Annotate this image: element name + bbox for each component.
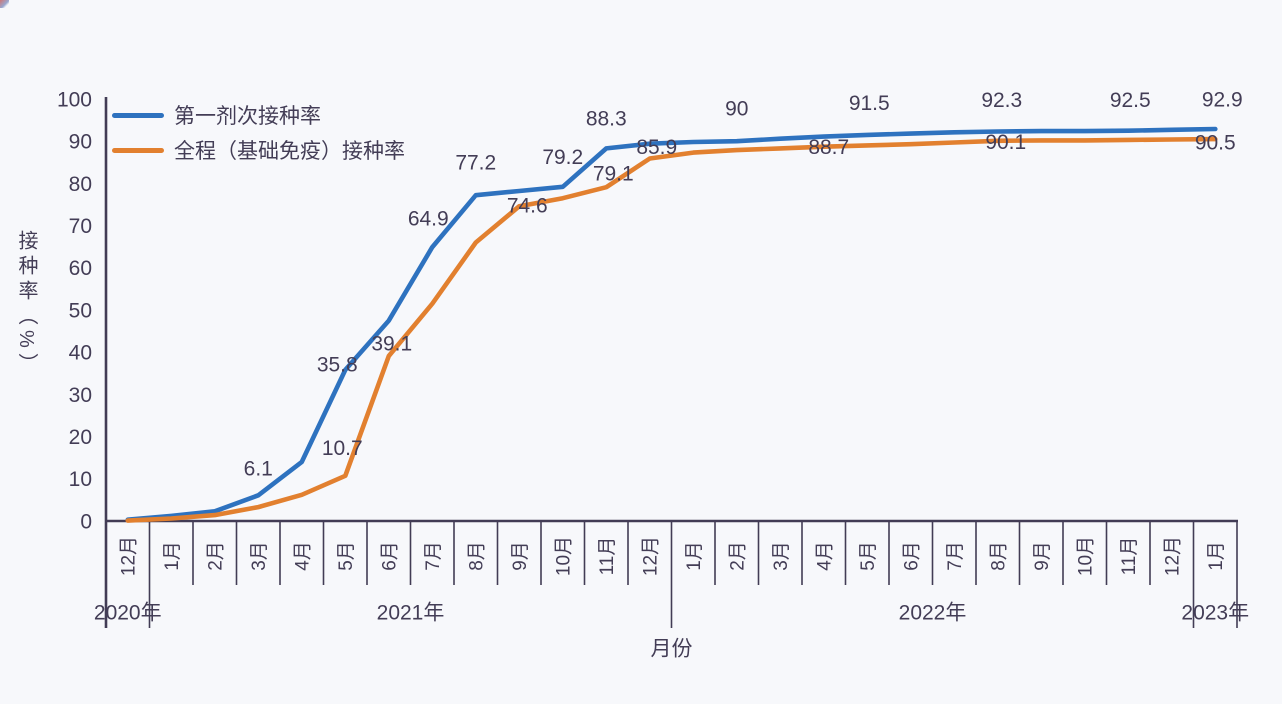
y-axis-title: 接种率（%）	[15, 230, 37, 378]
x-tick-month-label: 1月	[162, 541, 183, 571]
data-label: 90	[725, 98, 748, 121]
x-tick-month-label: 1月	[684, 541, 705, 571]
data-label: 79.2	[542, 146, 583, 169]
y-tick-label: 100	[57, 88, 92, 111]
data-label: 64.9	[408, 207, 449, 230]
x-tick-month-label: 10月	[1075, 536, 1096, 576]
x-tick-month-label: 9月	[1032, 541, 1053, 571]
x-tick-month-label: 12月	[640, 536, 661, 576]
data-labels: 6.1 35.8 64.9 77.2 79.288.3 90 91.5 92.3 92.5 92.…	[244, 88, 1243, 480]
y-axis-tick-labels: 0 10 20 30 40 50 60 70 80 90 100	[57, 88, 92, 533]
x-tick-month-label: 4月	[292, 541, 313, 571]
y-tick-label: 10	[69, 468, 92, 491]
corner-artifact	[0, 0, 9, 8]
x-tick-month-label: 4月	[814, 541, 835, 571]
y-tick-label: 60	[69, 257, 92, 280]
data-label: 10.7	[322, 437, 363, 460]
data-label: 91.5	[849, 92, 890, 115]
x-tick-month-label: 8月	[466, 541, 487, 571]
series-lines	[125, 126, 1218, 523]
y-tick-label: 40	[69, 342, 92, 365]
data-label: 6.1	[244, 458, 273, 481]
series-line-full-course	[125, 136, 1218, 523]
data-label: 92.3	[981, 89, 1022, 112]
x-tick-month-label: 8月	[988, 541, 1009, 571]
data-label: 79.1	[593, 163, 634, 186]
y-tick-label: 70	[69, 215, 92, 238]
x-tick-month-label: 1月	[1206, 541, 1227, 571]
data-label: 88.7	[808, 136, 849, 159]
x-tick-month-label: 6月	[901, 541, 922, 571]
x-tick-month-label: 12月	[118, 536, 139, 576]
legend-label-first-dose: 第一剂次接种率	[174, 105, 321, 128]
month-labels: 12月 1月 2月 3月 4月 5月 6月 7月 8月 9月 10月 11月 12月 1月 2月 3月 4月 5月…	[118, 536, 1227, 576]
legend-item-first-dose: 第一剂次接种率	[112, 101, 405, 129]
legend-label-full-course: 全程（基础免疫）接种率	[174, 140, 405, 163]
x-tick-month-label: 5月	[858, 541, 879, 571]
x-tick-month-label: 6月	[379, 541, 400, 571]
y-tick-label: 80	[69, 173, 92, 196]
x-axis-year-label: 2020年	[94, 601, 162, 624]
data-label: 92.5	[1110, 89, 1151, 112]
x-axis-year-label: 2023年	[1181, 601, 1249, 624]
first-dose-line-swatch	[112, 112, 164, 118]
x-tick-month-label: 5月	[336, 541, 357, 571]
chart-legend: 第一剂次接种率 全程（基础免疫）接种率	[112, 101, 405, 164]
data-label: 74.6	[507, 195, 548, 218]
x-tick-month-label: 10月	[553, 536, 574, 576]
data-label: 92.9	[1202, 88, 1243, 111]
x-tick-month-label: 11月	[1119, 537, 1140, 576]
x-axis-title: 月份	[651, 637, 693, 660]
y-tick-label: 50	[69, 299, 92, 322]
y-tick-label: 30	[69, 384, 92, 407]
x-tick-month-label: 2月	[727, 541, 748, 571]
x-tick-month-label: 7月	[423, 541, 444, 571]
x-axis-ticks	[148, 521, 1238, 628]
full-course-line-swatch	[112, 147, 164, 153]
data-label: 35.8	[317, 353, 358, 376]
data-label: 39.1	[371, 332, 412, 355]
data-label: 90.1	[985, 131, 1026, 154]
series-line-first-dose	[125, 126, 1218, 523]
x-tick-month-label: 3月	[249, 541, 270, 571]
x-tick-month-label: 11月	[597, 537, 618, 576]
data-label: 88.3	[586, 108, 627, 131]
axes	[104, 97, 1238, 628]
data-label: 77.2	[455, 152, 496, 175]
x-tick-month-label: 3月	[771, 541, 792, 571]
x-axis-year-label: 2022年	[899, 601, 967, 624]
x-tick-month-label: 2月	[205, 541, 226, 571]
data-label: 85.9	[636, 136, 677, 159]
y-tick-label: 90	[69, 131, 92, 154]
x-tick-month-label: 9月	[510, 541, 531, 571]
y-tick-label: 20	[69, 426, 92, 449]
x-tick-month-label: 7月	[945, 541, 966, 571]
x-tick-month-label: 12月	[1162, 536, 1183, 576]
x-axis-year-label: 2021年	[377, 601, 445, 624]
data-label: 90.5	[1195, 131, 1236, 154]
y-tick-label: 0	[80, 510, 92, 533]
legend-item-full-course: 全程（基础免疫）接种率	[112, 136, 405, 164]
